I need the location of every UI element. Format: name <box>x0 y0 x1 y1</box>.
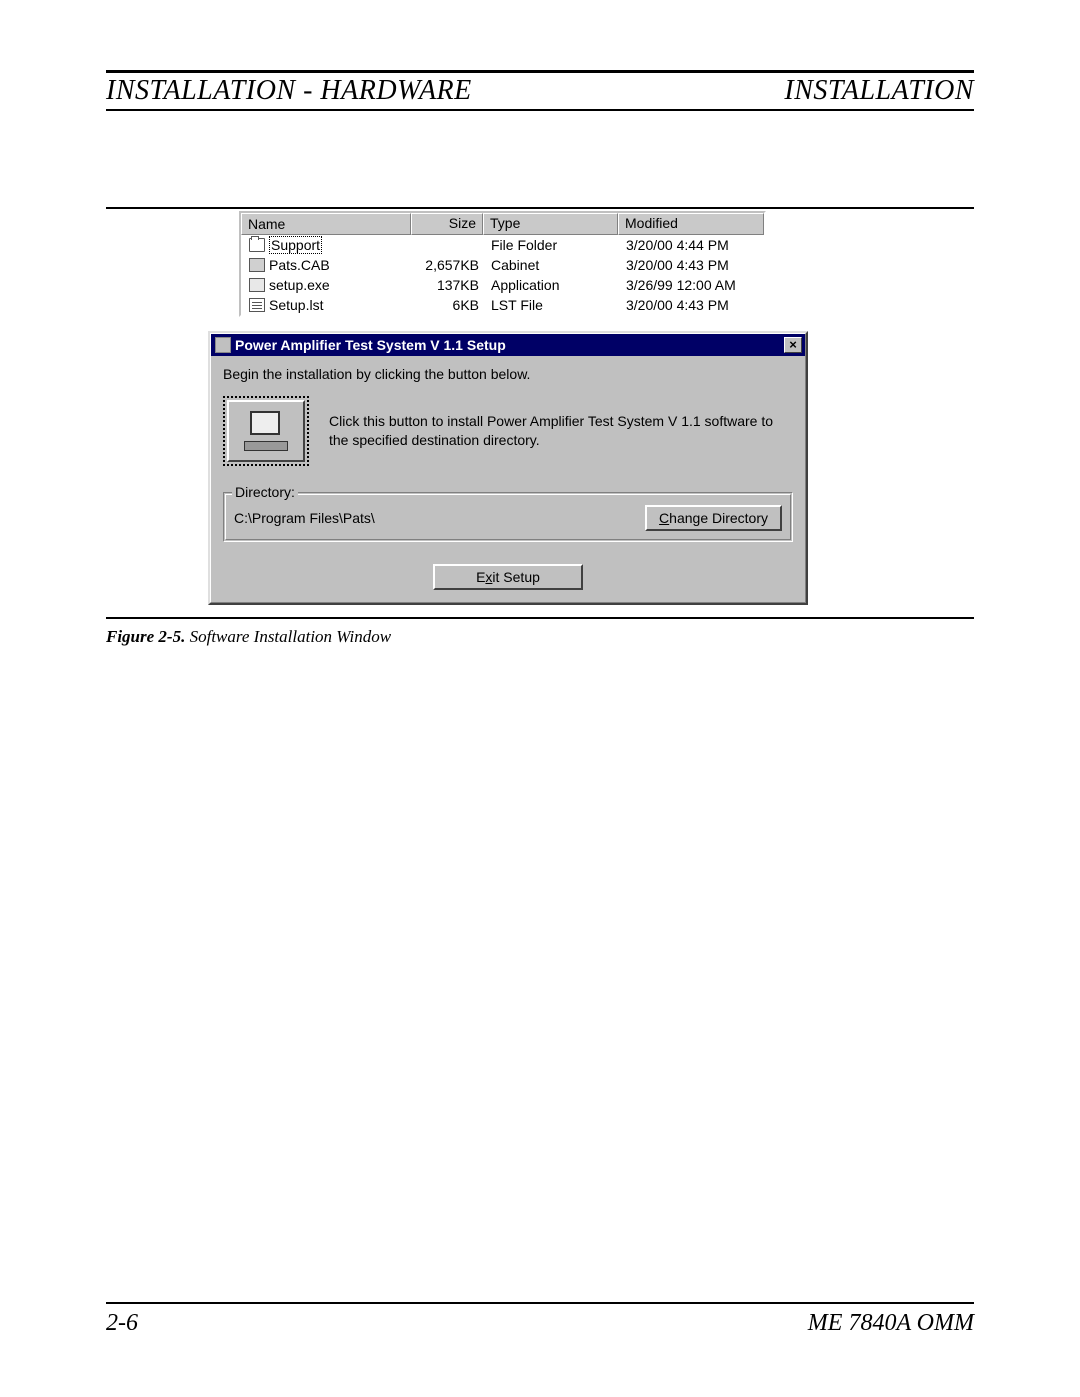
file-size: 6KB <box>413 297 485 313</box>
file-row[interactable]: Pats.CAB 2,657KB Cabinet 3/20/00 4:43 PM <box>243 255 764 275</box>
file-row[interactable]: Support File Folder 3/20/00 4:44 PM <box>243 235 764 255</box>
file-list: Name Size Type Modified Support File Fol… <box>239 211 766 317</box>
dialog-titlebar[interactable]: Power Amplifier Test System V 1.1 Setup … <box>211 334 805 356</box>
file-row[interactable]: setup.exe 137KB Application 3/26/99 12:0… <box>243 275 764 295</box>
file-name: Pats.CAB <box>269 257 330 273</box>
file-type: LST File <box>485 297 620 313</box>
exit-setup-button[interactable]: Exit Setup <box>433 564 583 590</box>
file-name: Setup.lst <box>269 297 323 313</box>
page-header: INSTALLATION - HARDWARE INSTALLATION <box>106 75 974 111</box>
file-size: 2,657KB <box>413 257 485 273</box>
file-name: Support <box>269 236 322 254</box>
change-directory-button[interactable]: Change Directory <box>645 505 782 531</box>
file-modified: 3/20/00 4:43 PM <box>620 297 764 313</box>
dialog-title: Power Amplifier Test System V 1.1 Setup <box>235 337 784 353</box>
directory-group: Directory: C:\Program Files\Pats\ Change… <box>223 492 793 542</box>
file-modified: 3/20/00 4:43 PM <box>620 257 764 273</box>
header-right: INSTALLATION <box>784 75 974 107</box>
figure-label: Figure 2-5. <box>106 627 185 646</box>
file-list-body: Support File Folder 3/20/00 4:44 PM Pats… <box>241 235 764 315</box>
install-description: Click this button to install Power Ampli… <box>329 412 793 450</box>
col-header-name[interactable]: Name <box>241 213 411 235</box>
document-id: ME 7840A OMM <box>808 1310 974 1337</box>
folder-icon <box>249 238 265 252</box>
app-icon <box>215 337 231 353</box>
file-type: Cabinet <box>485 257 620 273</box>
file-size: 137KB <box>413 277 485 293</box>
figure-text: Software Installation Window <box>190 627 392 646</box>
close-icon[interactable]: × <box>784 337 802 353</box>
file-modified: 3/26/99 12:00 AM <box>620 277 764 293</box>
cabinet-icon <box>249 258 265 272</box>
col-header-type[interactable]: Type <box>483 213 618 235</box>
page-footer: 2-6 ME 7840A OMM <box>106 1302 974 1337</box>
directory-group-label: Directory: <box>232 484 298 500</box>
application-icon <box>249 278 265 292</box>
file-modified: 3/20/00 4:44 PM <box>620 237 764 253</box>
col-header-modified[interactable]: Modified <box>618 213 764 235</box>
file-type: Application <box>485 277 620 293</box>
file-list-header: Name Size Type Modified <box>241 213 764 235</box>
install-button[interactable] <box>223 396 309 466</box>
page-number: 2-6 <box>106 1310 138 1337</box>
figure-caption: Figure 2-5. Software Installation Window <box>106 627 974 647</box>
begin-install-text: Begin the installation by clicking the b… <box>223 366 793 382</box>
file-row[interactable]: Setup.lst 6KB LST File 3/20/00 4:43 PM <box>243 295 764 315</box>
col-header-size[interactable]: Size <box>411 213 483 235</box>
lst-file-icon <box>249 298 265 312</box>
file-type: File Folder <box>485 237 620 253</box>
file-name: setup.exe <box>269 277 330 293</box>
install-directory-path: C:\Program Files\Pats\ <box>234 510 375 526</box>
computer-icon <box>244 411 288 451</box>
setup-dialog: Power Amplifier Test System V 1.1 Setup … <box>208 331 808 605</box>
header-left: INSTALLATION - HARDWARE <box>106 75 472 107</box>
